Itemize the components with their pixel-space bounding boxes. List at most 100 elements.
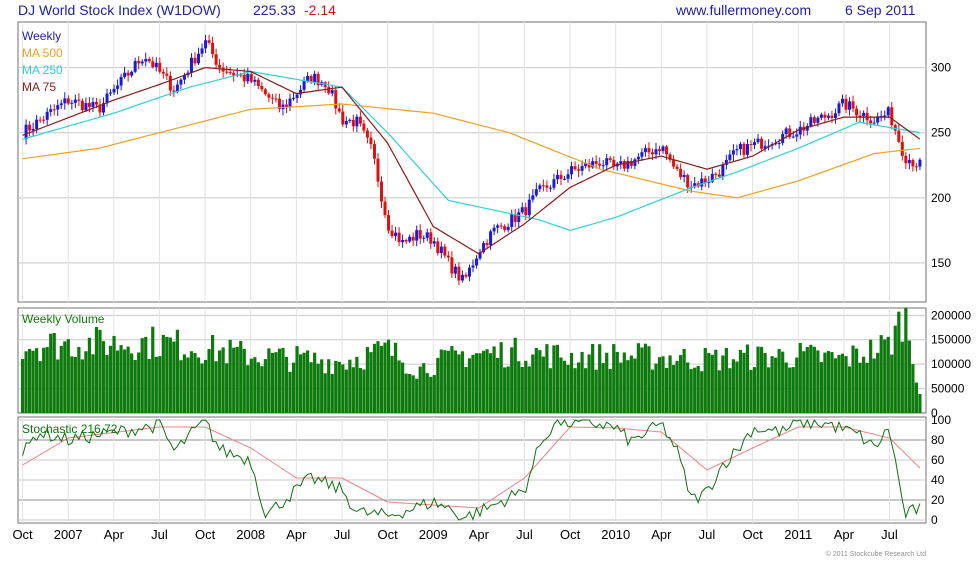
weekly-candle <box>31 128 35 131</box>
weekly-candle <box>98 104 102 113</box>
weekly-candle <box>876 116 880 123</box>
volume-bar <box>348 359 352 413</box>
weekly-candle <box>774 143 778 145</box>
volume-bar <box>341 364 345 413</box>
volume-bar <box>218 350 222 413</box>
volume-bar <box>228 339 232 413</box>
volume-bar <box>598 344 602 413</box>
volume-bar <box>707 352 711 413</box>
x-tick-label: Apr <box>104 527 125 542</box>
weekly-candle <box>753 142 757 145</box>
weekly-candle <box>299 89 303 95</box>
volume-bar <box>559 357 563 413</box>
volume-bar <box>56 359 60 413</box>
volume-bar <box>80 359 84 413</box>
volume-bar <box>429 376 433 413</box>
weekly-candle <box>700 178 704 187</box>
volume-bar <box>119 345 123 413</box>
volume-bar <box>313 352 317 413</box>
weekly-candle <box>749 144 753 146</box>
volume-bar <box>510 347 514 413</box>
weekly-candle <box>239 74 243 76</box>
volume-bar <box>379 345 384 413</box>
volume-bar <box>826 351 831 413</box>
weekly-candle <box>707 181 711 183</box>
volume-bar <box>735 361 739 413</box>
weekly-candle <box>358 116 362 124</box>
volume-bar <box>854 348 859 413</box>
weekly-candle <box>436 241 440 254</box>
volume-bar <box>179 360 183 413</box>
weekly-candle <box>890 107 894 126</box>
x-tick-label: Jul <box>699 527 716 542</box>
weekly-candle <box>126 72 130 76</box>
weekly-candle <box>330 89 334 94</box>
volume-bar <box>914 382 918 413</box>
volume-bar <box>538 350 542 413</box>
weekly-candle <box>94 102 98 105</box>
weekly-candle <box>334 89 338 109</box>
weekly-candle <box>731 150 735 155</box>
volume-bar <box>766 367 771 413</box>
weekly-candle <box>214 54 218 65</box>
volume-y-tick-label: 150000 <box>931 333 971 347</box>
weekly-candle <box>517 212 521 222</box>
volume-bar <box>221 347 225 413</box>
volume-bar <box>246 365 250 413</box>
weekly-candle <box>327 87 331 94</box>
weekly-candle <box>130 71 134 76</box>
volume-bar <box>235 346 239 413</box>
volume-bar <box>203 359 208 413</box>
volume-bar <box>591 343 595 413</box>
volume-bar <box>679 355 683 413</box>
weekly-candle <box>228 72 232 74</box>
weekly-candle <box>703 178 707 183</box>
weekly-candle <box>629 161 633 166</box>
weekly-candle <box>650 152 654 155</box>
volume-bar <box>24 351 28 413</box>
volume-bar <box>334 360 338 413</box>
weekly-candle <box>545 185 549 188</box>
x-tick-label: Oct <box>742 527 763 542</box>
x-tick-label: Oct <box>12 527 33 542</box>
volume-bar <box>415 378 419 413</box>
volume-y-tick-label: 200000 <box>931 308 971 322</box>
volume-bar <box>774 357 778 413</box>
volume-bar <box>31 350 35 413</box>
weekly-candle <box>154 62 158 68</box>
weekly-candle <box>362 123 366 131</box>
volume-bar <box>161 334 165 413</box>
price-legend-entry: MA 75 <box>22 80 56 94</box>
volume-bar <box>474 353 479 413</box>
weekly-candle <box>200 48 204 54</box>
weekly-candle <box>496 225 500 228</box>
weekly-candle <box>622 161 626 169</box>
volume-bar <box>781 351 785 413</box>
volume-bar <box>425 373 429 413</box>
weekly-candle <box>281 104 285 110</box>
volume-bar <box>263 359 267 413</box>
stochastic-panel-frame <box>17 416 927 524</box>
volume-bar <box>193 353 197 413</box>
volume-bar <box>636 343 640 413</box>
weekly-candle <box>717 174 721 177</box>
weekly-candle <box>292 97 296 99</box>
volume-bar <box>422 363 426 413</box>
weekly-candle <box>580 166 584 171</box>
weekly-candle <box>464 274 468 277</box>
weekly-candle <box>207 40 211 43</box>
volume-bar <box>890 354 894 413</box>
weekly-candle <box>855 108 859 116</box>
volume-bar <box>562 360 567 413</box>
weekly-candle <box>570 166 574 175</box>
volume-bar <box>668 355 672 413</box>
weekly-candle <box>306 75 310 81</box>
volume-bar <box>488 353 493 413</box>
weekly-candle <box>812 117 816 123</box>
volume-bar <box>862 356 866 413</box>
weekly-candle <box>552 179 556 188</box>
volume-bar <box>457 354 461 413</box>
volume-bar <box>45 347 49 413</box>
weekly-candle <box>439 246 443 254</box>
